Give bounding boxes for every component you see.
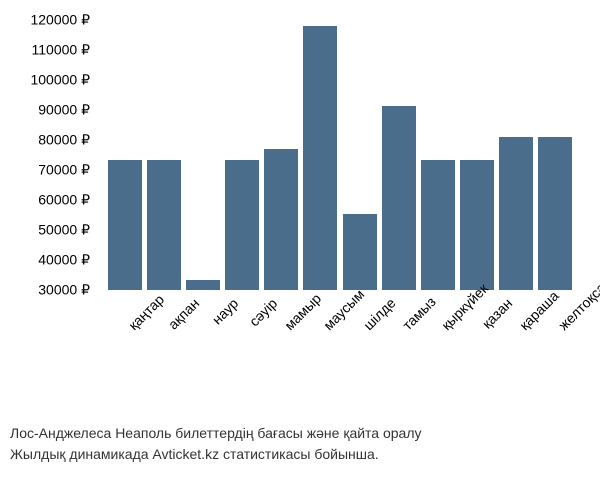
caption-line-1: Лос-Анджелеса Неаполь билеттердің бағасы…: [10, 423, 590, 444]
bar: [186, 280, 220, 291]
x-tick-label: желтоқсан: [555, 295, 593, 333]
bar: [225, 160, 259, 291]
y-tick-label: 80000 ₽: [10, 132, 90, 149]
plot-area: [100, 20, 580, 290]
x-axis: қаңтарақпаннаурсәуірмамырмаусымшілдетамы…: [100, 293, 580, 393]
bar: [499, 137, 533, 290]
bars: [100, 20, 580, 290]
bar: [343, 214, 377, 291]
bar: [264, 149, 298, 290]
bar: [460, 160, 494, 291]
bar: [147, 160, 181, 291]
x-tick-label: қараша: [516, 295, 554, 333]
x-tick-label: маусым: [320, 295, 358, 333]
chart-container: 30000 ₽ 40000 ₽ 50000 ₽ 60000 ₽ 70000 ₽ 80000…: [10, 10, 590, 390]
bar: [421, 160, 455, 291]
x-tick-label: қыркүйек: [438, 295, 476, 333]
x-tick-label: ақпан: [164, 295, 202, 333]
bar: [108, 160, 142, 291]
y-tick-label: 40000 ₽: [10, 252, 90, 269]
x-labels: қаңтарақпаннаурсәуірмамырмаусымшілдетамы…: [100, 293, 580, 309]
y-tick-label: 100000 ₽: [10, 72, 90, 89]
y-tick-label: 120000 ₽: [10, 12, 90, 29]
bar: [382, 106, 416, 291]
y-tick-label: 90000 ₽: [10, 102, 90, 119]
bar: [538, 137, 572, 290]
y-tick-label: 70000 ₽: [10, 162, 90, 179]
x-tick-label: сәуір: [242, 295, 280, 333]
y-tick-label: 60000 ₽: [10, 192, 90, 209]
y-tick-label: 50000 ₽: [10, 222, 90, 239]
x-tick-label: тамыз: [399, 295, 437, 333]
caption: Лос-Анджелеса Неаполь билеттердің бағасы…: [10, 423, 590, 465]
y-axis: 30000 ₽40000 ₽50000 ₽60000 ₽70000 ₽80000…: [10, 20, 95, 290]
x-tick-label: қазан: [477, 295, 515, 333]
y-tick-label: 30000 ₽: [10, 282, 90, 299]
x-tick-label: қаңтар: [125, 295, 163, 333]
y-tick-label: 110000 ₽: [10, 42, 90, 59]
x-tick-label: шілде: [360, 295, 398, 333]
caption-line-2: Жылдық динамикада Avticket.kz статистика…: [10, 444, 590, 465]
x-tick-label: мамыр: [281, 295, 319, 333]
bar: [303, 26, 337, 290]
x-tick-label: наур: [203, 295, 241, 333]
